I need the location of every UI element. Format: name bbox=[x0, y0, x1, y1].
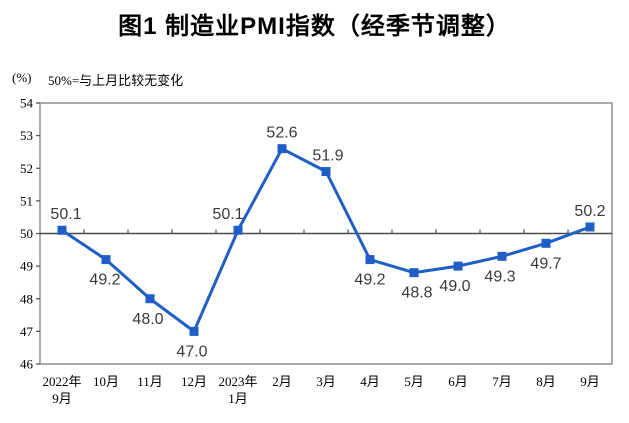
data-point-marker bbox=[497, 251, 507, 261]
x-axis-label: 8月 bbox=[536, 374, 556, 389]
x-axis-label: 5月 bbox=[404, 374, 424, 389]
chart-note: 50%=与上月比较无变化 bbox=[48, 73, 184, 88]
data-point-label: 47.0 bbox=[176, 343, 207, 360]
data-point-marker bbox=[365, 255, 375, 265]
data-point-label: 49.2 bbox=[89, 272, 120, 289]
data-point-label: 48.8 bbox=[401, 285, 432, 302]
data-point-label: 49.2 bbox=[354, 272, 385, 289]
data-point-label: 52.6 bbox=[266, 125, 297, 142]
data-point-label: 50.1 bbox=[212, 206, 243, 223]
data-point-label: 50.1 bbox=[50, 206, 81, 223]
y-axis-label: 54 bbox=[20, 96, 34, 111]
data-point-label: 51.9 bbox=[312, 148, 343, 165]
data-point-marker bbox=[409, 268, 419, 278]
x-axis-label: 6月 bbox=[448, 374, 468, 389]
x-axis-label: 4月 bbox=[360, 374, 380, 389]
data-point-marker bbox=[277, 144, 287, 154]
data-point-marker bbox=[541, 238, 551, 248]
y-axis-label: 53 bbox=[20, 128, 33, 143]
x-axis-label: 2022年 bbox=[42, 374, 81, 389]
data-point-label: 50.2 bbox=[574, 203, 605, 220]
y-axis-label: 51 bbox=[20, 193, 33, 208]
data-point-label: 48.0 bbox=[132, 311, 163, 328]
pmi-line-series bbox=[61, 147, 591, 333]
y-axis-label: 48 bbox=[20, 291, 33, 306]
x-axis-label: 1月 bbox=[228, 391, 248, 406]
data-point-marker bbox=[321, 167, 331, 177]
data-point-label: 49.0 bbox=[439, 278, 470, 295]
y-axis-label: 49 bbox=[20, 259, 33, 274]
y-axis-label: 46 bbox=[20, 357, 34, 372]
data-point-marker bbox=[101, 255, 111, 265]
x-axis-label: 10月 bbox=[93, 374, 119, 389]
x-axis-label: 3月 bbox=[316, 374, 336, 389]
x-axis-label: 2月 bbox=[272, 374, 292, 389]
x-axis-label: 9月 bbox=[580, 374, 600, 389]
data-point-marker bbox=[189, 326, 199, 336]
x-axis-label: 12月 bbox=[181, 374, 207, 389]
data-point-marker bbox=[57, 225, 67, 235]
y-axis-unit-label: (%) bbox=[12, 70, 32, 85]
data-point-marker bbox=[585, 222, 595, 232]
data-point-label: 49.7 bbox=[530, 255, 561, 272]
data-point-marker bbox=[145, 294, 155, 304]
x-axis-label: 2023年 bbox=[218, 374, 257, 389]
x-axis-label: 9月 bbox=[52, 391, 72, 406]
x-axis-label: 7月 bbox=[492, 374, 512, 389]
y-axis-label: 50 bbox=[20, 226, 33, 241]
data-point-label: 49.3 bbox=[484, 268, 515, 285]
data-point-marker bbox=[233, 225, 243, 235]
y-axis-label: 52 bbox=[20, 161, 33, 176]
y-axis-label: 47 bbox=[20, 324, 34, 339]
data-point-marker bbox=[453, 261, 463, 271]
x-axis-label: 11月 bbox=[137, 374, 163, 389]
chart-title: 图1 制造业PMI指数（经季节调整） bbox=[118, 13, 511, 40]
